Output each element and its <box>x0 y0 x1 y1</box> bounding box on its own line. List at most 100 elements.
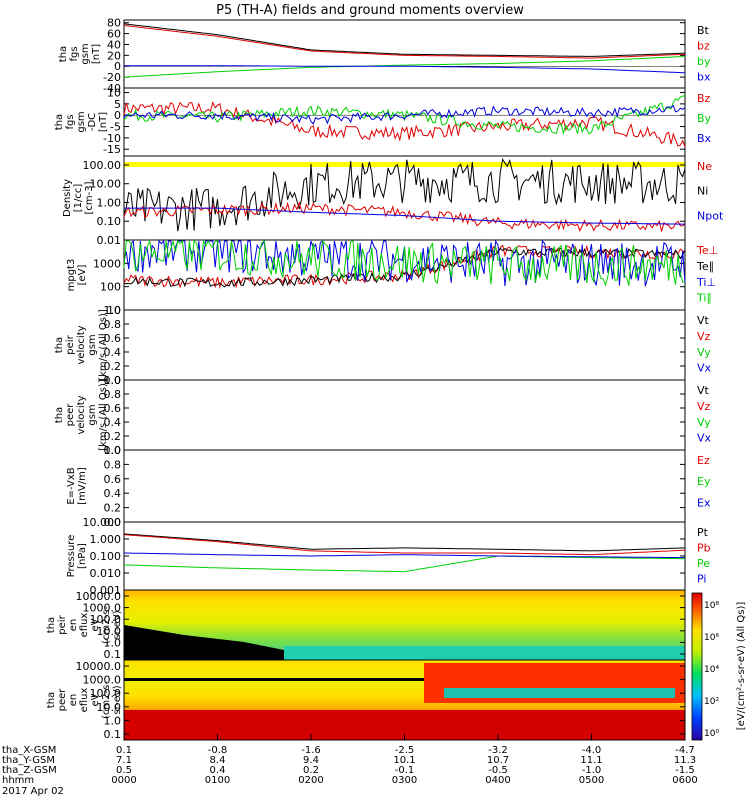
x-axis-value: 0600 <box>672 775 697 786</box>
y-tick-label: 10 <box>107 87 121 100</box>
colorbar-tick-label: 10⁴ <box>704 665 719 675</box>
series-Te∥ <box>123 247 686 288</box>
panel-frame <box>123 379 686 451</box>
legend-Ne: Ne <box>697 160 712 173</box>
legend-Vx: Vx <box>697 432 712 445</box>
x-axis-value: 0000 <box>111 775 136 786</box>
y-axis-label: tha <box>58 46 69 62</box>
y-tick-label: 1.0 <box>104 374 122 387</box>
y-tick-label: 0 <box>114 109 121 122</box>
y-tick-label: 100.0 <box>90 613 122 626</box>
series-Bz <box>123 101 686 148</box>
date-label: 2017 Apr 02 <box>2 786 64 797</box>
y-axis-label: gsm <box>76 111 87 132</box>
y-tick-label: 0.8 <box>104 458 122 471</box>
y-axis-label: [1/cc] <box>73 184 84 213</box>
y-axis-label: tha <box>46 692 57 708</box>
quality-bar <box>124 162 685 167</box>
y-tick-label: 0.6 <box>104 402 122 415</box>
x-axis-value: 0.1 <box>116 745 132 756</box>
panel-frame <box>123 521 686 591</box>
y-tick-label: 100.00 <box>83 159 122 172</box>
y-tick-label: 10.00 <box>90 178 122 191</box>
y-tick-label: 5 <box>114 98 121 111</box>
legend-Bx: Bx <box>697 132 712 145</box>
legend-Vt: Vt <box>697 314 710 327</box>
x-axis-value: 8.4 <box>210 755 226 766</box>
y-tick-label: 1000 <box>93 257 121 270</box>
colorbar-scale <box>691 592 703 741</box>
y-axis-label: eV <box>90 693 101 706</box>
y-tick-label: 0.0 <box>104 444 122 457</box>
x-axis-value: -1.6 <box>301 745 321 756</box>
y-axis-label: peir <box>65 334 76 354</box>
x-axis-value: 11.3 <box>674 755 696 766</box>
y-axis-label: peer <box>57 688 68 712</box>
legend-Npot: Npot <box>697 209 724 222</box>
x-axis-value: -0.1 <box>395 765 415 776</box>
y-tick-label: 0.01 <box>97 234 122 247</box>
x-axis-value: 0.5 <box>116 765 132 776</box>
legend-Pt: Pt <box>697 526 709 539</box>
y-tick-label: 0.8 <box>104 388 122 401</box>
legend-By: By <box>697 112 712 125</box>
y-tick-label: 1.0 <box>104 636 122 649</box>
series-Pi <box>124 552 685 559</box>
panel-frame <box>123 155 686 241</box>
x-axis-value: -4.7 <box>675 745 695 756</box>
series-bz <box>123 24 686 59</box>
spectrogram-band <box>444 688 675 698</box>
x-axis-value: 10.1 <box>393 755 415 766</box>
x-axis-value: 0.4 <box>210 765 226 776</box>
legend-Vz: Vz <box>697 400 711 413</box>
series-Npot <box>124 207 685 225</box>
y-tick-label: 0.1 <box>104 648 122 661</box>
y-tick-label: 10000.0 <box>76 590 122 603</box>
legend-Bz: Bz <box>697 92 711 105</box>
legend-Vy: Vy <box>697 416 711 429</box>
x-axis-value: -3.2 <box>488 745 508 756</box>
y-tick-label: 1000.0 <box>83 602 122 615</box>
x-axis-value: 9.4 <box>303 755 319 766</box>
y-tick-label: 0.0 <box>104 516 122 529</box>
y-tick-label: 0.001 <box>90 584 122 597</box>
series-Te⊥ <box>123 244 686 290</box>
y-axis-label: sr-eV) <box>112 610 123 639</box>
colorbar-label: [eV/(cm²-s-sr-eV) (All Qs)] <box>736 602 747 731</box>
y-axis-label: en <box>68 694 79 707</box>
y-axis-label: [nT] <box>91 44 102 64</box>
y-axis-label: gsm <box>87 404 98 425</box>
legend-by: by <box>697 55 711 68</box>
legend-Ni: Ni <box>697 185 708 198</box>
y-axis-label: [nT] <box>98 112 109 132</box>
legend-Te∥: Te∥ <box>696 260 714 273</box>
y-tick-label: 10.000 <box>83 516 122 529</box>
colorbar-tick-label: 10⁸ <box>704 601 719 611</box>
y-axis-label: Pressure <box>66 535 77 578</box>
y-axis-label: (cm2-s- <box>101 606 112 644</box>
legend-Ex: Ex <box>697 496 711 509</box>
y-axis-label: [eV] <box>77 265 88 286</box>
series-Pt <box>123 533 686 552</box>
y-tick-label: 10.0 <box>97 625 122 638</box>
series-Ti∥ <box>123 239 686 287</box>
legend-Te⊥: Te⊥ <box>696 244 718 257</box>
y-tick-label: -15 <box>103 143 121 156</box>
y-tick-label: 0.2 <box>104 502 122 515</box>
x-axis-value: -1.0 <box>582 765 602 776</box>
x-axis-value: -0.5 <box>488 765 508 776</box>
y-axis-label: gsm <box>87 334 98 355</box>
y-tick-label: 0.100 <box>90 550 122 563</box>
y-axis-label: fgs <box>69 46 80 61</box>
series-Pe <box>123 555 685 573</box>
y-tick-label: 0 <box>114 60 121 73</box>
panel-density: 100.00 10.00 1.00 0.10 0.01 Density [1/cc] [cm-… <box>62 155 724 247</box>
legend-Ti∥: Ti∥ <box>696 292 712 305</box>
y-axis-label: eflux <box>79 688 90 713</box>
y-axis-label: gsm <box>80 43 91 64</box>
y-tick-label: 100 <box>100 281 121 294</box>
legend-Pi: Pi <box>697 572 706 585</box>
